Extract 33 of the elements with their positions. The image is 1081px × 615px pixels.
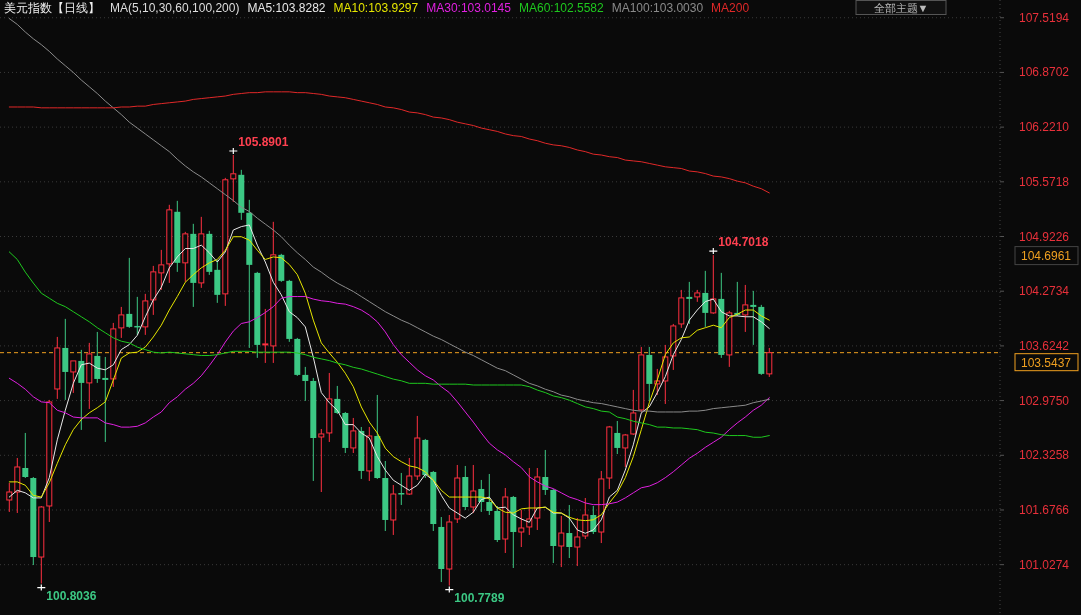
text: MA10:103.9297 xyxy=(333,1,419,15)
annotation: 100.7789 xyxy=(454,590,505,605)
annotation: 全部主题▼ xyxy=(855,0,947,15)
annotation: 104.6961 xyxy=(1014,246,1079,266)
annotation: 100.8036 xyxy=(36,583,97,603)
text: MA30:103.0145 xyxy=(426,1,512,15)
line-series xyxy=(8,91,770,194)
text: MA200 xyxy=(711,1,750,15)
y-tick-label: 104.9226 xyxy=(1018,229,1070,244)
y-tick-label: 101.0274 xyxy=(1018,557,1070,572)
ref-line-label: 103.5437 xyxy=(1020,355,1072,370)
y-tick-label: 102.9750 xyxy=(1018,393,1070,408)
line-series xyxy=(8,296,770,506)
y-tick-label: 105.5718 xyxy=(1018,174,1070,189)
annotation: 104.7018 xyxy=(718,235,769,250)
annotation: 100.7789 xyxy=(444,586,505,605)
y-tick-label: 104.2734 xyxy=(1018,284,1070,299)
text: MA5:103.8282 xyxy=(247,1,326,15)
text: MA60:102.5582 xyxy=(518,1,605,15)
y-tick-label: 107.5194 xyxy=(1018,10,1070,25)
y-tick-label: 106.2210 xyxy=(1018,120,1070,135)
y-tick-label: 102.3258 xyxy=(1018,448,1070,463)
annotation: 104.7018 xyxy=(708,235,769,255)
text: MA100:103.0030 xyxy=(611,1,704,15)
y-tick-label: 106.8702 xyxy=(1018,65,1070,80)
annotation: 105.8901 xyxy=(228,135,289,155)
annotation: 105.8901 xyxy=(238,135,289,150)
chart-title: 美元指数【日线】 xyxy=(4,1,100,15)
line-series xyxy=(8,251,770,438)
chart-subtitle: MA(5,10,30,60,100,200) xyxy=(110,1,240,15)
y-tick-label: 103.6242 xyxy=(1018,338,1070,353)
y-tick-label: 101.6766 xyxy=(1018,502,1070,517)
annotation: 100.8036 xyxy=(46,588,97,603)
